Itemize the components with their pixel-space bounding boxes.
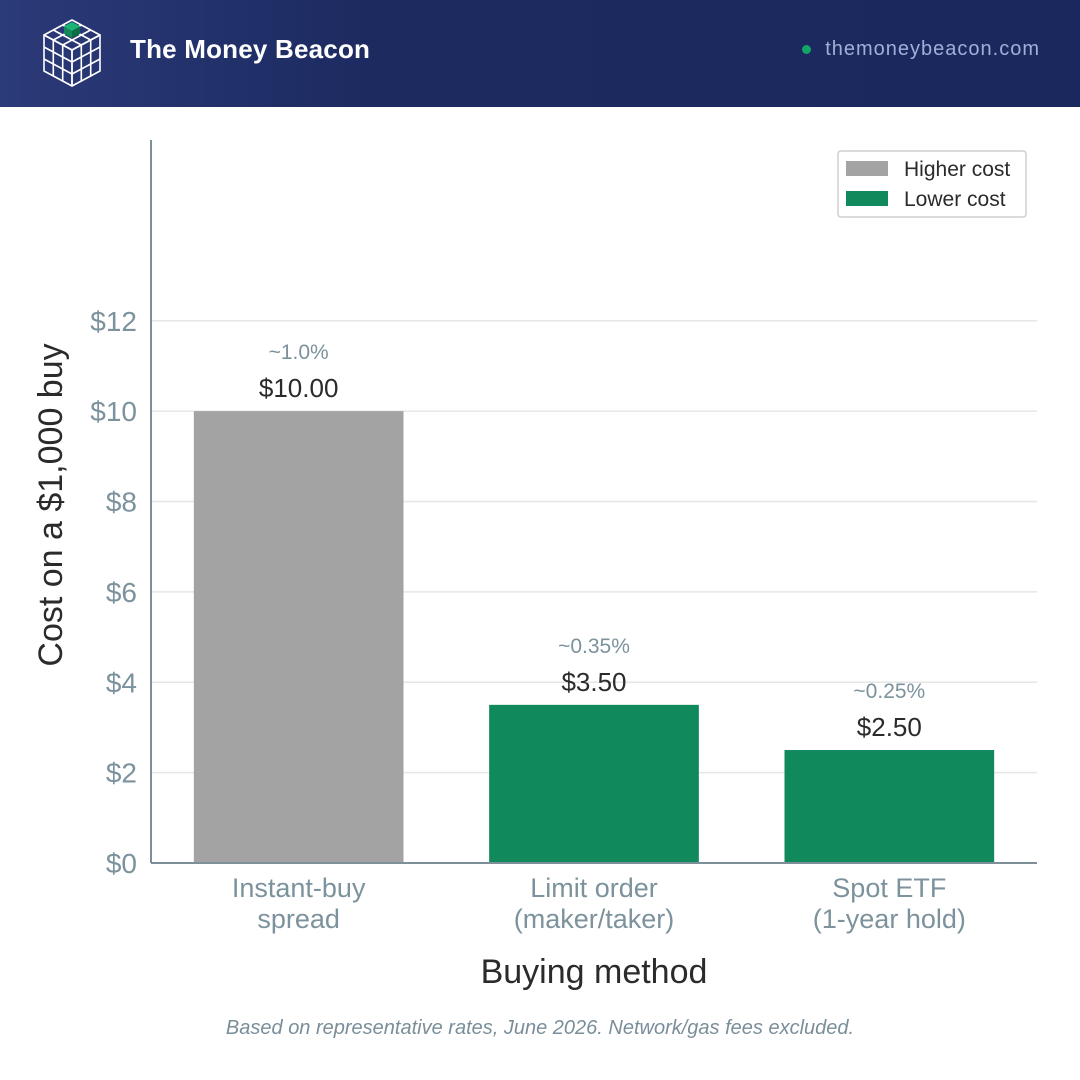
x-tick-label: Limit order — [530, 873, 658, 903]
site-url[interactable]: themoneybeacon.com — [802, 38, 1040, 61]
y-tick-label: $6 — [106, 577, 137, 608]
legend-label: Lower cost — [904, 188, 1006, 211]
y-tick-label: $2 — [106, 758, 137, 789]
percent-label: ~0.35% — [558, 635, 630, 658]
x-tick-label: Spot ETF — [832, 873, 946, 903]
cube-grid-icon — [43, 19, 101, 87]
y-tick-label: $4 — [106, 667, 137, 698]
x-tick-label: (maker/taker) — [514, 904, 675, 934]
bar-chart: $0 $2 $4 $6 $8 $10 $12 $10.00 ~1.0% Instant-buysp… — [32, 140, 1037, 991]
legend-swatch — [846, 161, 888, 176]
legend-swatch — [846, 191, 888, 206]
value-label: $2.50 — [857, 712, 922, 742]
percent-label: ~0.25% — [853, 680, 925, 703]
brand-name: The Money Beacon — [130, 34, 371, 64]
x-tick-label: Instant-buy — [232, 873, 366, 903]
bar — [784, 750, 995, 863]
value-label: $3.50 — [561, 667, 626, 697]
y-tick-label: $0 — [106, 848, 137, 879]
y-tick-label: $10 — [90, 396, 137, 427]
y-axis-title: Cost on a $1,000 buy — [32, 343, 70, 666]
y-tick-label: $8 — [106, 487, 137, 518]
x-axis-title: Buying method — [481, 953, 708, 991]
footnote: Based on representative rates, June 2026… — [225, 1017, 855, 1039]
legend-label: Higher cost — [904, 158, 1010, 181]
y-tick-label: $12 — [90, 306, 137, 337]
x-tick-label: spread — [257, 904, 340, 934]
site-url-text: themoneybeacon.com — [825, 38, 1040, 60]
bar — [489, 704, 699, 863]
bar — [193, 411, 404, 863]
status-dot-icon — [802, 45, 812, 54]
header-bar: The Money Beacon themoneybeacon.com — [0, 0, 1080, 107]
x-tick-label: (1-year hold) — [813, 904, 966, 934]
percent-label: ~1.0% — [269, 341, 329, 364]
value-label: $10.00 — [259, 373, 339, 403]
